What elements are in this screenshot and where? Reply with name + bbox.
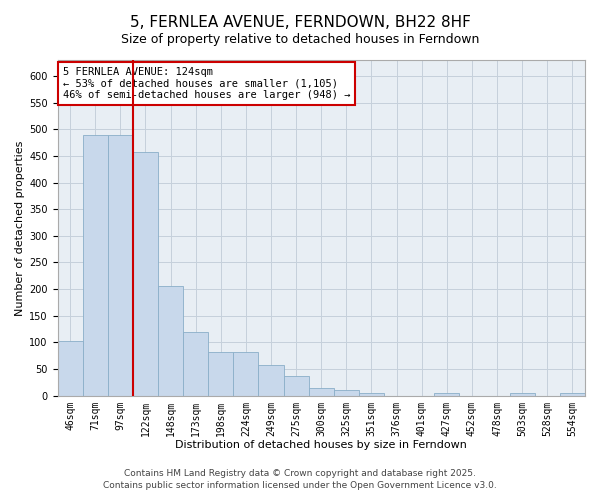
Text: 5 FERNLEA AVENUE: 124sqm
← 53% of detached houses are smaller (1,105)
46% of sem: 5 FERNLEA AVENUE: 124sqm ← 53% of detach… <box>63 66 350 100</box>
Bar <box>233 352 259 396</box>
Bar <box>83 134 108 396</box>
Bar <box>284 376 308 396</box>
Bar <box>308 388 334 396</box>
Bar <box>133 152 158 396</box>
Text: Contains HM Land Registry data © Crown copyright and database right 2025.
Contai: Contains HM Land Registry data © Crown c… <box>103 468 497 490</box>
Bar <box>560 393 585 396</box>
Text: Size of property relative to detached houses in Ferndown: Size of property relative to detached ho… <box>121 32 479 46</box>
Text: 5, FERNLEA AVENUE, FERNDOWN, BH22 8HF: 5, FERNLEA AVENUE, FERNDOWN, BH22 8HF <box>130 15 470 30</box>
Bar <box>158 286 183 396</box>
Bar <box>359 393 384 396</box>
Bar <box>108 134 133 396</box>
Bar <box>259 366 284 396</box>
Bar <box>334 390 359 396</box>
Bar <box>509 393 535 396</box>
X-axis label: Distribution of detached houses by size in Ferndown: Distribution of detached houses by size … <box>175 440 467 450</box>
Bar <box>434 393 460 396</box>
Y-axis label: Number of detached properties: Number of detached properties <box>15 140 25 316</box>
Bar <box>58 341 83 396</box>
Bar <box>208 352 233 396</box>
Bar <box>183 332 208 396</box>
